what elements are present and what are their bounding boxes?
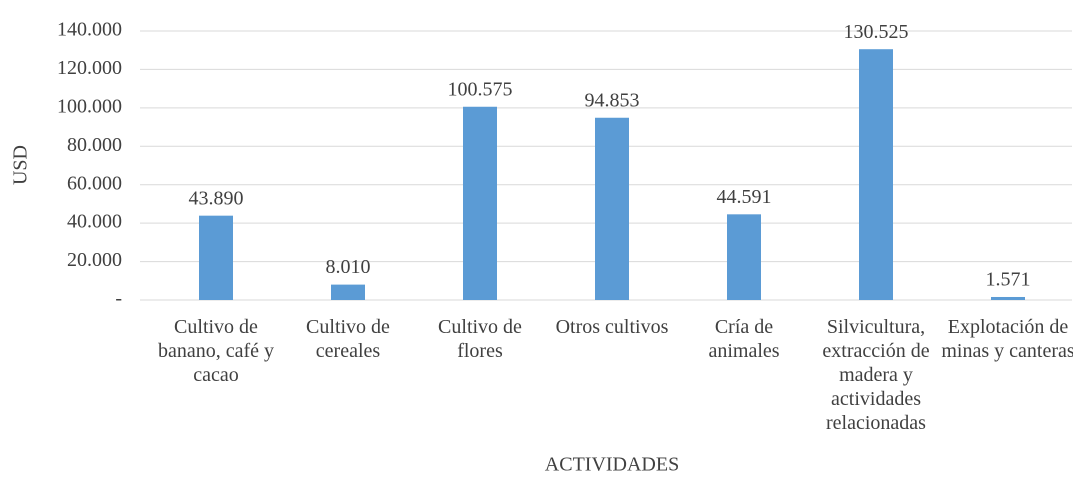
y-tick-label: 80.000 bbox=[67, 134, 122, 156]
value-label: 100.575 bbox=[448, 78, 513, 100]
x-tick-label: Silvicultura, extracción de madera y act… bbox=[822, 316, 930, 434]
y-tick-label: 60.000 bbox=[67, 172, 122, 194]
y-axis-title: USD bbox=[10, 145, 32, 185]
x-tick-label: Explotación de minas y canteras bbox=[941, 316, 1073, 362]
x-tick-label: Otros cultivos bbox=[555, 316, 669, 338]
y-tick-label: 40.000 bbox=[67, 211, 122, 233]
bar bbox=[595, 117, 629, 300]
x-tick-label: Cultivo de cereales bbox=[306, 316, 390, 362]
value-label: 1.571 bbox=[986, 269, 1031, 291]
y-tick-label: 120.000 bbox=[57, 57, 122, 79]
y-tick-label: - bbox=[115, 288, 122, 310]
bar bbox=[331, 284, 365, 300]
bar bbox=[991, 296, 1025, 300]
value-label: 44.591 bbox=[717, 186, 772, 208]
y-tick-label: 20.000 bbox=[67, 249, 122, 271]
y-tick-label: 140.000 bbox=[57, 19, 122, 41]
bar bbox=[727, 214, 761, 300]
bar bbox=[199, 215, 233, 300]
x-tick-label: Cultivo de banano, café y cacao bbox=[157, 316, 275, 386]
bar bbox=[463, 106, 497, 300]
x-tick-label: Cría de animales bbox=[708, 316, 780, 362]
bar bbox=[859, 49, 893, 300]
x-axis-title: ACTIVIDADES bbox=[545, 454, 679, 476]
y-tick-label: 100.000 bbox=[57, 95, 122, 117]
value-label: 8.010 bbox=[326, 256, 371, 278]
value-label: 94.853 bbox=[585, 89, 640, 111]
value-label: 130.525 bbox=[844, 21, 909, 43]
x-tick-label: Cultivo de flores bbox=[438, 316, 522, 362]
value-label: 43.890 bbox=[189, 187, 244, 209]
